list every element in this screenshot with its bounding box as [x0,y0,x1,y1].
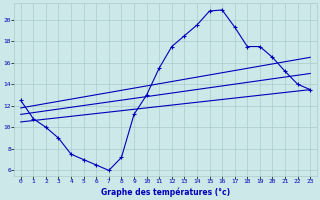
X-axis label: Graphe des températures (°c): Graphe des températures (°c) [101,187,230,197]
